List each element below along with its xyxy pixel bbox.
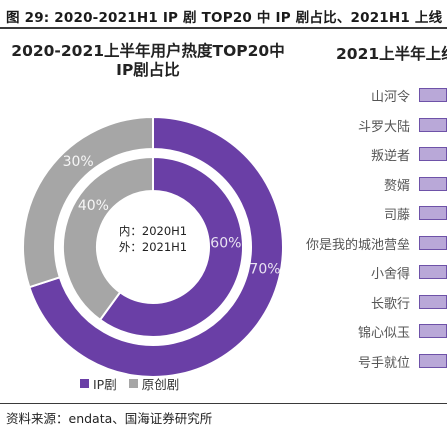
donut-data-label-outer-original: 30% bbox=[63, 154, 94, 170]
figure-title: 图 29: 2020-2021H1 IP 剧 TOP20 中 IP 剧占比、20… bbox=[6, 10, 443, 26]
legend-label-ip: IP剧 bbox=[93, 377, 117, 392]
bar-category-label: 司藤 bbox=[383, 208, 410, 223]
bar-category-label: 你是我的城池营垒 bbox=[305, 237, 410, 253]
bar-category-label: 赘婿 bbox=[383, 178, 410, 194]
header-rule bbox=[0, 27, 447, 29]
bar-chart-title: 2021上半年上线 bbox=[336, 45, 447, 63]
donut-slice-outer-ip bbox=[28, 115, 284, 378]
bar-mark bbox=[419, 206, 447, 220]
bar-category-label: 号手就位 bbox=[357, 355, 410, 371]
donut-data-label-inner-original: 40% bbox=[78, 198, 109, 214]
legend-item-original: 原创剧 bbox=[128, 374, 180, 393]
bar-mark bbox=[419, 147, 447, 161]
donut-chart-title: 2020-2021上半年用户热度TOP20中IP剧占比 bbox=[11, 42, 285, 79]
donut-center-label-2: 外：2021H1 bbox=[119, 240, 187, 254]
source-note: 资料来源：endata、国海证券研究所 bbox=[6, 411, 213, 426]
bar-category-label: 长歌行 bbox=[370, 296, 410, 312]
donut-center-label-1: 内：2020H1 bbox=[119, 224, 187, 238]
bar-mark bbox=[419, 117, 447, 132]
donut-slice-outer-original bbox=[22, 115, 154, 289]
bar-mark bbox=[419, 176, 447, 191]
footer-rule bbox=[0, 403, 447, 404]
bar-mark bbox=[419, 88, 447, 102]
bar-category-label: 小舍得 bbox=[370, 267, 410, 282]
bar-mark bbox=[419, 324, 447, 338]
bar-mark bbox=[419, 235, 447, 250]
bar-mark bbox=[419, 265, 447, 279]
donut-slice-inner-original bbox=[62, 155, 154, 322]
legend-label-original: 原创剧 bbox=[141, 377, 180, 392]
bar-category-label: 锦心似玉 bbox=[357, 326, 410, 341]
donut-data-label-outer-ip: 70% bbox=[249, 261, 280, 277]
bar-mark bbox=[419, 294, 447, 309]
bar-category-label: 斗罗大陆 bbox=[357, 119, 410, 135]
legend-swatch-original bbox=[128, 379, 138, 388]
donut-slice-inner-ip bbox=[98, 155, 244, 338]
donut-legend: IP剧 原创剧 bbox=[80, 374, 191, 393]
bar-category-label: 山河令 bbox=[370, 90, 410, 105]
bar-mark bbox=[419, 353, 447, 368]
donut-data-label-inner-ip: 60% bbox=[210, 235, 241, 251]
legend-item-ip: IP剧 bbox=[80, 374, 117, 393]
bar-category-label: 叛逆者 bbox=[370, 149, 410, 164]
figure-header: 图 29: 2020-2021H1 IP 剧 TOP20 中 IP 剧占比、20… bbox=[0, 0, 447, 30]
legend-swatch-ip bbox=[80, 379, 89, 388]
